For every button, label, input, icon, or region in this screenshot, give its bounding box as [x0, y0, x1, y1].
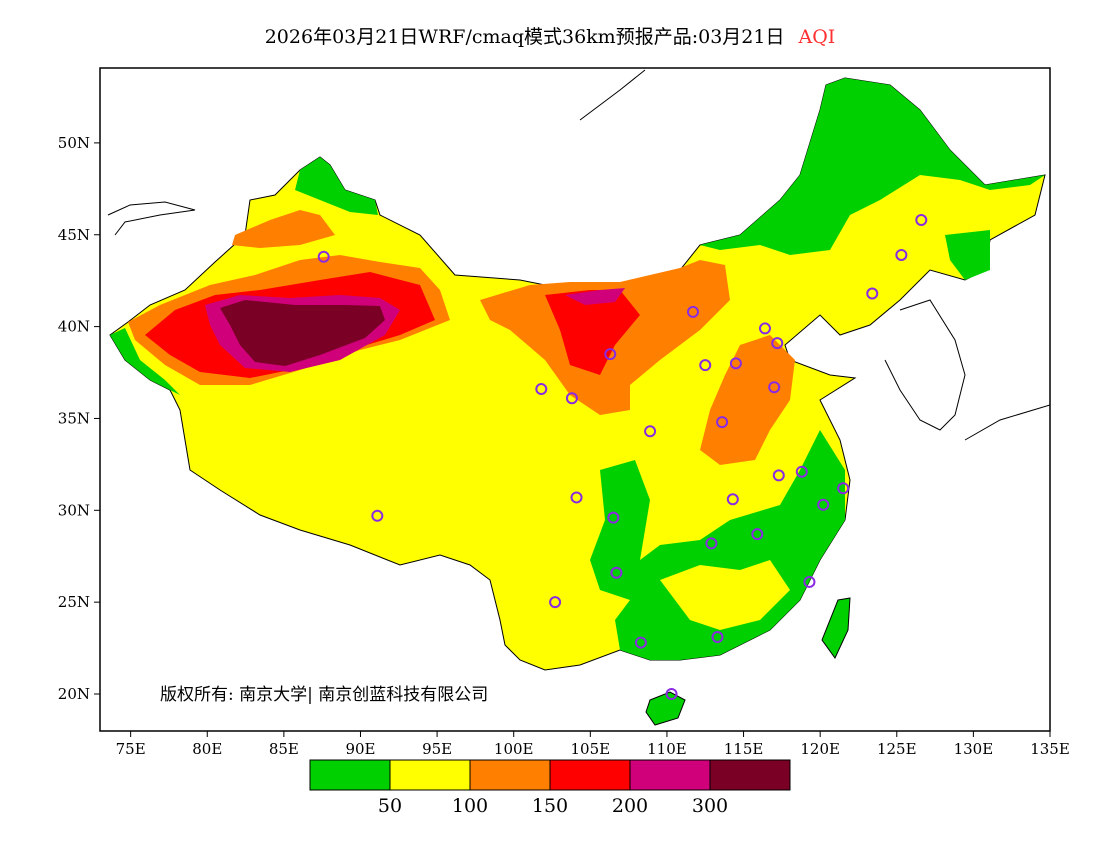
legend-label: 200 — [612, 795, 648, 817]
legend-label: 300 — [692, 795, 728, 817]
x-tick-label: 110E — [647, 740, 687, 758]
title-variable: AQI — [798, 26, 836, 48]
map-title: 2026年03月21日WRF/cmaq模式36km预报产品:03月21日 AQI — [0, 22, 1100, 49]
station-marker — [607, 511, 620, 524]
y-axis-ticks: 20N 25N 30N 35N 40N 45N 50N — [58, 134, 100, 703]
x-tick-label: 115E — [724, 740, 764, 758]
station-marker — [895, 248, 908, 261]
station-marker — [604, 348, 617, 361]
legend-swatch — [389, 759, 471, 791]
region-aqi-0-50-east — [945, 230, 990, 280]
station-marker — [771, 337, 784, 350]
station-marker — [634, 636, 647, 649]
station-marker — [665, 688, 678, 700]
region-aqi-300-plus — [220, 300, 385, 366]
station-marker — [772, 469, 785, 482]
coastline-japan — [964, 404, 1050, 441]
copyright-text: 版权所有: 南京大学| 南京创蓝科技有限公司 — [160, 685, 489, 705]
y-tick-label: 35N — [58, 409, 90, 427]
legend-swatch — [709, 759, 791, 791]
station-marker — [610, 566, 623, 579]
station-marker — [837, 482, 850, 495]
legend-swatch — [469, 759, 551, 791]
legend-label: 100 — [452, 795, 488, 817]
station-marker — [570, 491, 583, 504]
y-tick-label: 25N — [58, 593, 90, 611]
x-tick-label: 95E — [422, 740, 452, 758]
legend-swatch — [309, 759, 391, 791]
y-tick-label: 20N — [58, 685, 90, 703]
y-tick-label: 50N — [58, 134, 90, 152]
coastline-korea-japan — [884, 299, 966, 431]
station-marker — [803, 575, 816, 588]
x-tick-label: 85E — [269, 740, 299, 758]
station-marker — [535, 383, 548, 396]
coastline-kazakhstan — [107, 201, 196, 236]
legend-swatch — [629, 759, 711, 791]
legend-label: 50 — [378, 795, 402, 817]
station-markers — [317, 214, 928, 700]
station-marker — [317, 250, 330, 263]
x-tick-label: 120E — [800, 740, 840, 758]
y-tick-label: 45N — [58, 226, 90, 244]
region-aqi-50-100-south-inner — [660, 560, 790, 630]
x-axis-ticks: 75E 80E 85E 90E 95E 100E 105E 110E 115E 120E 125E 1… — [116, 731, 1070, 758]
x-tick-label: 100E — [494, 740, 534, 758]
x-tick-label: 125E — [877, 740, 917, 758]
station-marker — [768, 381, 781, 394]
station-marker — [817, 498, 830, 511]
title-text: 2026年03月21日WRF/cmaq模式36km预报产品:03月21日 — [264, 26, 785, 48]
station-marker — [711, 631, 724, 644]
station-marker — [915, 214, 928, 227]
station-marker — [759, 322, 771, 335]
legend-label: 150 — [532, 795, 568, 817]
x-tick-label: 80E — [192, 740, 222, 758]
x-tick-label: 90E — [345, 740, 375, 758]
map-frame — [99, 67, 1051, 732]
station-marker — [371, 509, 384, 522]
region-aqi-0-50-south — [590, 430, 845, 660]
region-aqi-100-150-dzungaria — [232, 210, 335, 248]
station-marker — [866, 287, 879, 300]
x-tick-label: 75E — [116, 740, 146, 758]
x-tick-label: 135E — [1030, 740, 1070, 758]
color-legend: 50 100 150 200 300 — [309, 759, 791, 817]
station-marker — [751, 528, 764, 541]
y-tick-label: 30N — [58, 501, 90, 519]
station-marker — [716, 416, 729, 429]
station-marker — [699, 359, 712, 372]
station-marker — [795, 465, 808, 478]
region-aqi-0-50-hainan — [645, 691, 686, 726]
station-marker — [705, 537, 718, 550]
station-marker — [726, 493, 739, 506]
region-aqi-100-150-huabei — [700, 335, 795, 465]
station-marker — [686, 305, 699, 318]
coastline-lake-baikal — [579, 69, 646, 121]
station-marker — [644, 425, 657, 438]
legend-swatch — [549, 759, 631, 791]
region-aqi-0-50-northwest — [295, 157, 378, 215]
station-marker — [565, 392, 578, 405]
x-tick-label: 130E — [954, 740, 994, 758]
region-aqi-200-300-north — [565, 288, 625, 305]
y-tick-label: 40N — [58, 318, 90, 336]
region-aqi-150-200-ordos — [545, 290, 640, 375]
station-marker — [549, 596, 562, 609]
region-aqi-0-50-west — [110, 328, 180, 395]
x-tick-label: 105E — [571, 740, 611, 758]
station-marker — [729, 357, 742, 370]
region-aqi-0-50-taiwan — [821, 597, 851, 659]
region-aqi-0-50-northeast — [700, 78, 1045, 255]
